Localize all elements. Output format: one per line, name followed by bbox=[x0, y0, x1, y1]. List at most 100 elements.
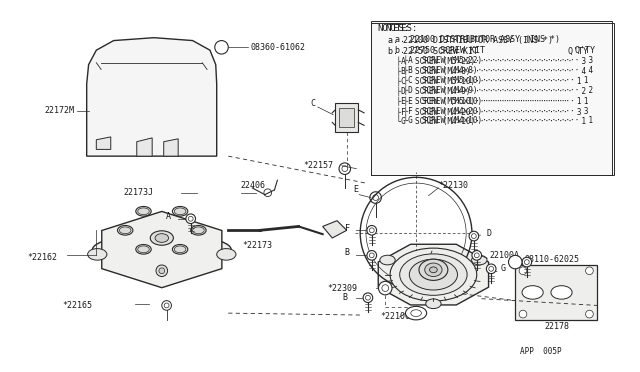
Circle shape bbox=[522, 257, 532, 267]
Polygon shape bbox=[339, 108, 355, 127]
Ellipse shape bbox=[191, 225, 206, 235]
Text: 22406: 22406 bbox=[241, 180, 266, 190]
Ellipse shape bbox=[429, 267, 437, 273]
Text: a. 22100 DISTRIBUTOR ASSY (INS *): a. 22100 DISTRIBUTOR ASSY (INS *) bbox=[385, 35, 560, 44]
Text: 22178: 22178 bbox=[544, 322, 569, 331]
Text: *22173: *22173 bbox=[243, 241, 273, 250]
Text: *22100E: *22100E bbox=[380, 312, 415, 321]
Ellipse shape bbox=[390, 248, 477, 301]
Ellipse shape bbox=[138, 208, 149, 215]
Ellipse shape bbox=[92, 234, 231, 265]
Polygon shape bbox=[96, 137, 111, 150]
Circle shape bbox=[367, 225, 376, 235]
Text: ├A  SCREW (M5×22)·····················  3: ├A SCREW (M5×22)····················· 3 bbox=[378, 57, 586, 66]
Text: 22100A: 22100A bbox=[489, 251, 519, 260]
Text: A: A bbox=[166, 212, 171, 221]
Polygon shape bbox=[102, 211, 222, 288]
Ellipse shape bbox=[172, 206, 188, 216]
Text: D: D bbox=[486, 229, 492, 238]
Ellipse shape bbox=[522, 286, 543, 299]
Text: 08110-62025: 08110-62025 bbox=[525, 255, 580, 264]
Bar bbox=[371, 23, 614, 176]
Circle shape bbox=[367, 250, 376, 260]
Ellipse shape bbox=[217, 248, 236, 260]
Ellipse shape bbox=[118, 225, 133, 235]
Ellipse shape bbox=[136, 206, 151, 216]
Text: b. 22750 SCREW KIT                  Q'TY: b. 22750 SCREW KIT Q'TY bbox=[378, 46, 588, 56]
Text: NOTES:: NOTES: bbox=[385, 23, 417, 32]
Ellipse shape bbox=[136, 244, 151, 254]
Circle shape bbox=[519, 267, 527, 275]
Ellipse shape bbox=[150, 231, 173, 245]
Polygon shape bbox=[335, 103, 358, 132]
Ellipse shape bbox=[172, 244, 188, 254]
Ellipse shape bbox=[551, 286, 572, 299]
Ellipse shape bbox=[419, 259, 448, 280]
Text: *22309: *22309 bbox=[328, 283, 358, 293]
Text: ├A  SCREW (M5×22)·····················  3: ├A SCREW (M5×22)····················· 3 bbox=[385, 55, 593, 65]
Polygon shape bbox=[515, 265, 597, 320]
Polygon shape bbox=[137, 138, 152, 156]
Text: ├F  SCREW (M4×20)····················  3: ├F SCREW (M4×20)···················· 3 bbox=[378, 107, 581, 116]
Circle shape bbox=[162, 301, 172, 310]
Ellipse shape bbox=[410, 259, 458, 290]
Text: ├B  SCREW (M4×8)······················  4: ├B SCREW (M4×8)······················ 4 bbox=[385, 66, 593, 75]
Text: S: S bbox=[220, 44, 223, 50]
Ellipse shape bbox=[472, 255, 487, 265]
Ellipse shape bbox=[425, 263, 442, 276]
Ellipse shape bbox=[400, 254, 467, 295]
Text: APP  005P: APP 005P bbox=[520, 347, 562, 356]
Polygon shape bbox=[86, 38, 217, 156]
Bar bbox=[371, 21, 612, 176]
Text: ├E  SCREW (M5×10)····················  1: ├E SCREW (M5×10)···················· 1 bbox=[385, 96, 589, 106]
Text: ├D  SCREW (M4×9)······················  2: ├D SCREW (M4×9)······················ 2 bbox=[385, 86, 593, 95]
Circle shape bbox=[486, 264, 496, 274]
Circle shape bbox=[363, 293, 372, 302]
Text: 22173J: 22173J bbox=[124, 188, 154, 197]
Circle shape bbox=[469, 231, 479, 241]
Ellipse shape bbox=[406, 307, 427, 320]
Text: *22162: *22162 bbox=[27, 253, 57, 262]
Text: *22130: *22130 bbox=[438, 180, 468, 190]
Text: G: G bbox=[501, 264, 506, 273]
Text: B: B bbox=[345, 248, 350, 257]
Circle shape bbox=[519, 310, 527, 318]
Text: └G  SCREW (M4×10)·····················  1: └G SCREW (M4×10)····················· 1 bbox=[385, 116, 593, 125]
Text: B: B bbox=[343, 293, 348, 302]
Text: *22165: *22165 bbox=[63, 301, 93, 310]
Text: └G  SCREW (M4×10)·····················  1: └G SCREW (M4×10)····················· 1 bbox=[378, 118, 586, 126]
Ellipse shape bbox=[174, 246, 186, 253]
Circle shape bbox=[339, 163, 351, 174]
Circle shape bbox=[159, 268, 164, 274]
Ellipse shape bbox=[88, 248, 107, 260]
Polygon shape bbox=[378, 244, 488, 305]
Circle shape bbox=[186, 214, 195, 224]
Polygon shape bbox=[164, 139, 178, 156]
Text: ├B  SCREW (M4×8)······················  4: ├B SCREW (M4×8)······················ 4 bbox=[378, 67, 586, 76]
Ellipse shape bbox=[155, 234, 168, 242]
Circle shape bbox=[370, 192, 381, 203]
Text: ├C  SCREW (M5×10)····················  1: ├C SCREW (M5×10)···················· 1 bbox=[378, 77, 581, 86]
Circle shape bbox=[215, 41, 228, 54]
Text: a. 22100 DISTRIBUTOR ASSY (INS *): a. 22100 DISTRIBUTOR ASSY (INS *) bbox=[378, 36, 552, 45]
Text: b. 22750 SCREW KIT                  Q'TY: b. 22750 SCREW KIT Q'TY bbox=[385, 46, 595, 55]
Text: F: F bbox=[345, 224, 350, 233]
Text: ├C  SCREW (M5×10)····················  1: ├C SCREW (M5×10)···················· 1 bbox=[385, 76, 589, 85]
Text: ├F  SCREW (M4×20)····················  3: ├F SCREW (M4×20)···················· 3 bbox=[385, 106, 589, 116]
Ellipse shape bbox=[193, 227, 204, 234]
Text: 08360-61062: 08360-61062 bbox=[250, 43, 305, 52]
Text: C: C bbox=[310, 99, 315, 108]
Circle shape bbox=[509, 255, 522, 269]
Circle shape bbox=[472, 250, 481, 260]
Text: *22157: *22157 bbox=[303, 161, 333, 170]
Text: E: E bbox=[353, 185, 358, 194]
Text: B: B bbox=[513, 259, 517, 265]
Polygon shape bbox=[323, 221, 347, 238]
Ellipse shape bbox=[426, 299, 441, 308]
Circle shape bbox=[156, 265, 168, 276]
Text: ├E  SCREW (M5×10)····················  1: ├E SCREW (M5×10)···················· 1 bbox=[378, 97, 581, 106]
Circle shape bbox=[586, 310, 593, 318]
Circle shape bbox=[378, 281, 392, 295]
Ellipse shape bbox=[120, 227, 131, 234]
Text: ├D  SCREW (M4×9)······················  2: ├D SCREW (M4×9)······················ 2 bbox=[378, 87, 586, 96]
